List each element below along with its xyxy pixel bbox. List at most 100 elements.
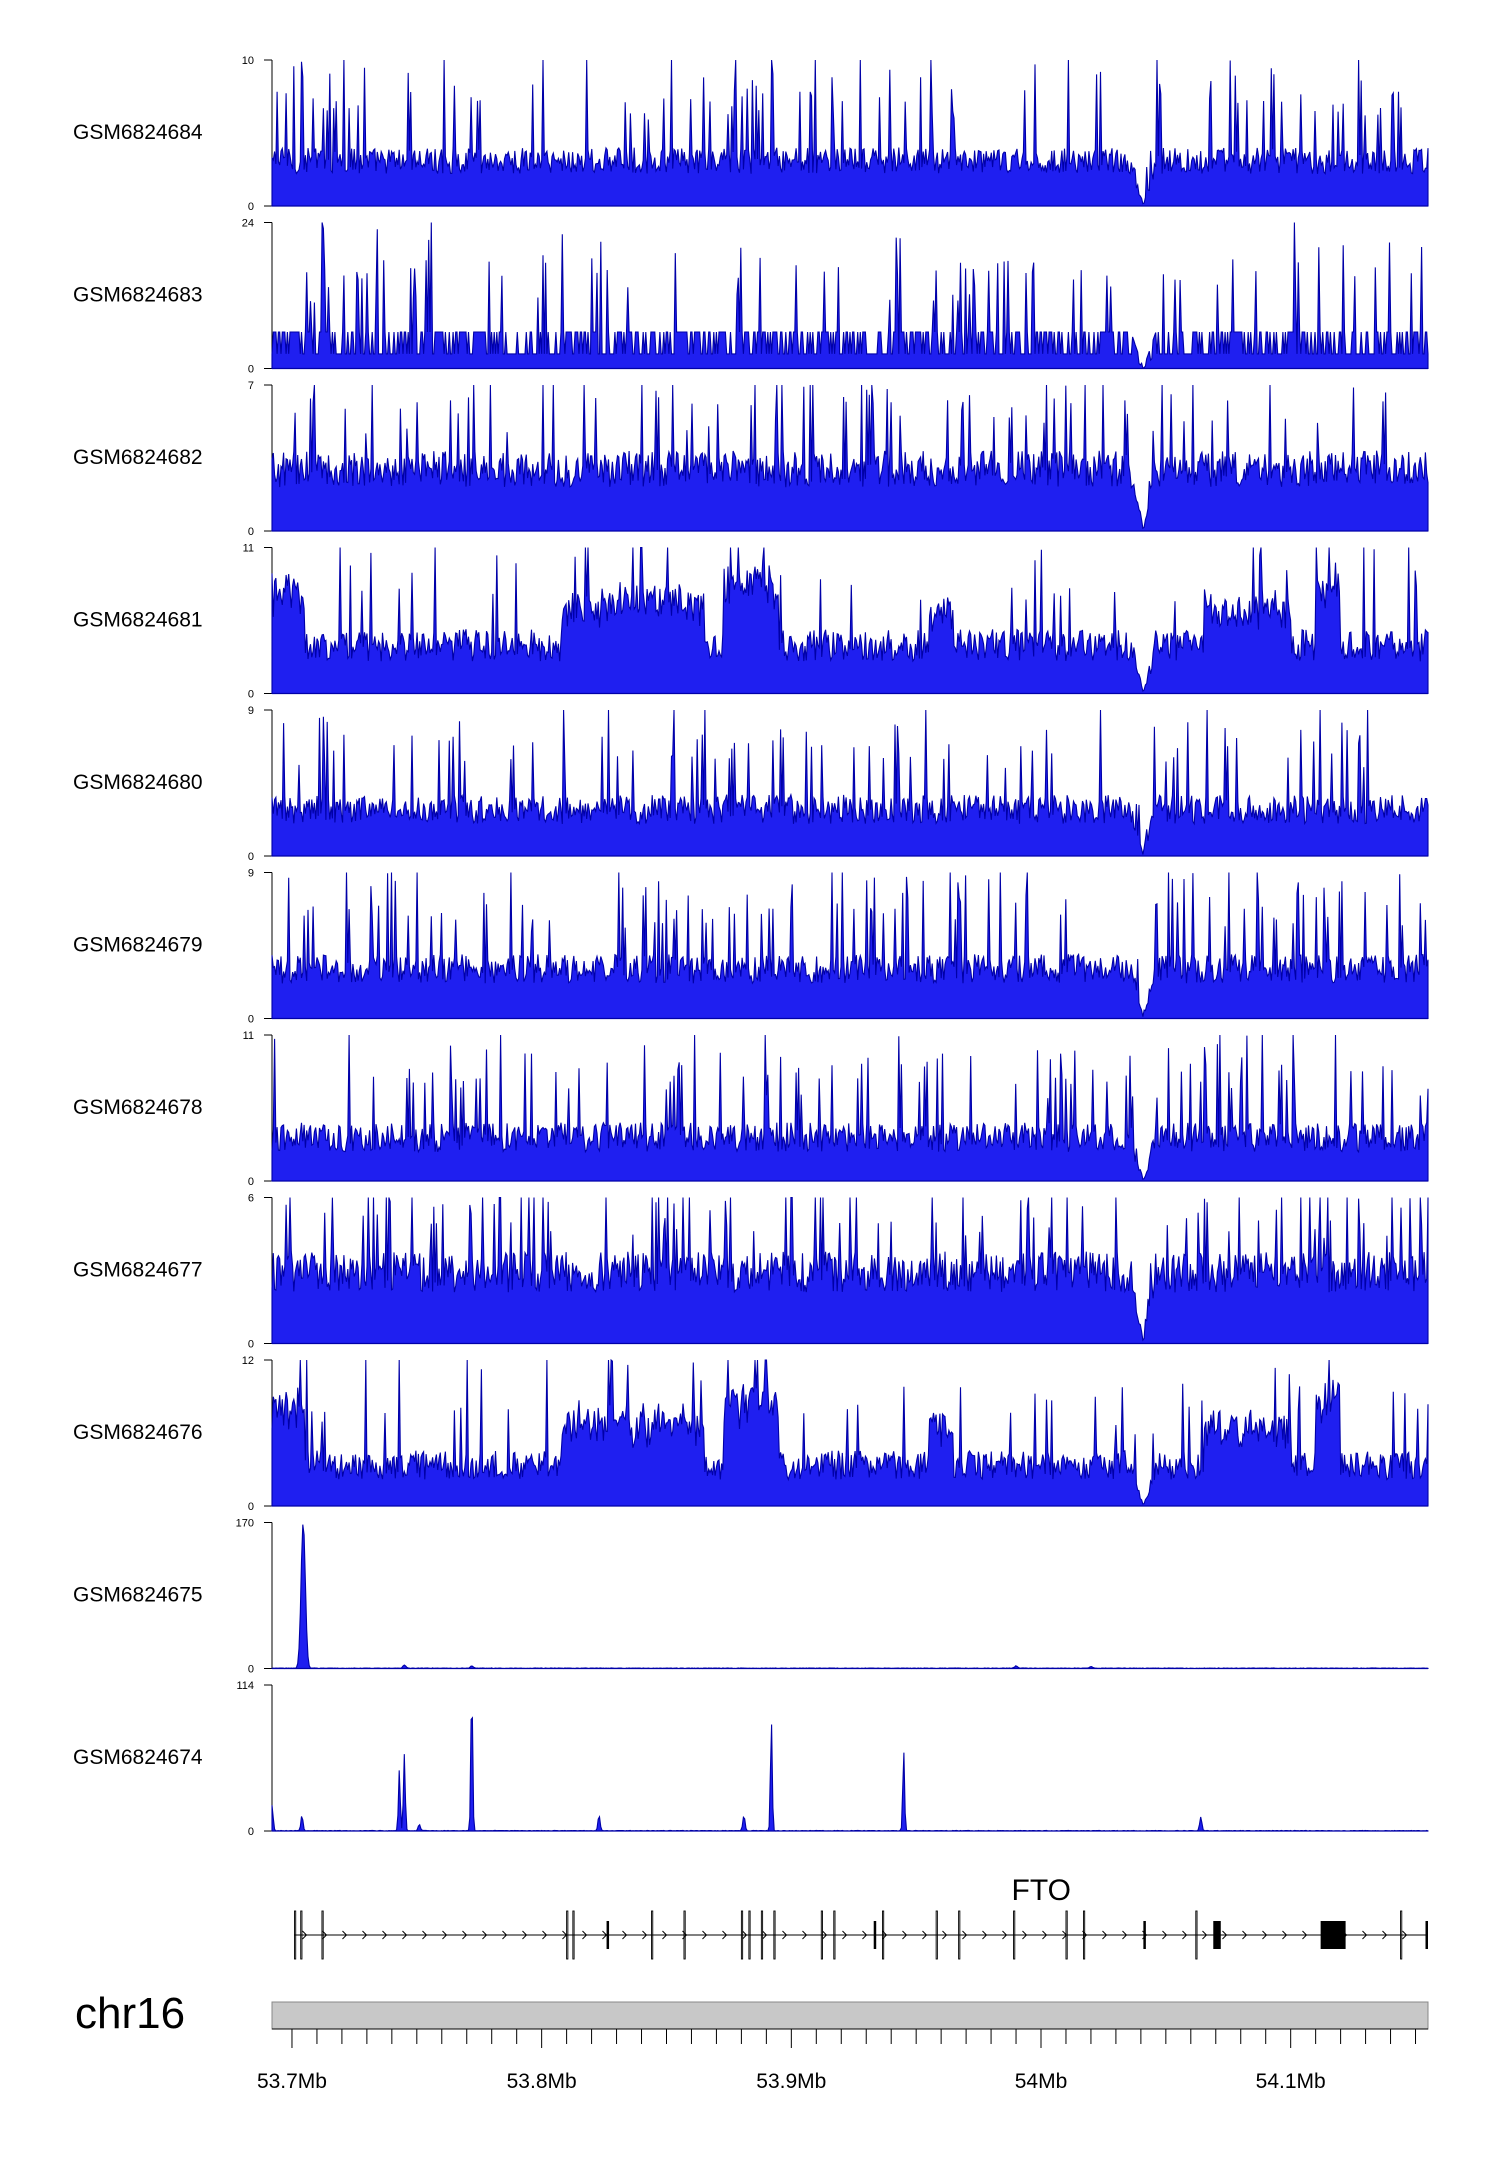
exon [773, 1910, 776, 1960]
coverage-area [271, 384, 1429, 532]
y-tick-label-max: 7 [248, 380, 254, 392]
track-label: GSM6824681 [73, 609, 203, 632]
exon [1065, 1910, 1068, 1960]
track-label: GSM6824683 [73, 284, 203, 307]
track-GSM6824676: GSM6824676 12 0 [73, 1355, 1429, 1513]
exon [572, 1910, 575, 1960]
strand-arrow [1162, 1930, 1168, 1940]
y-tick-label-min: 0 [248, 1826, 254, 1838]
strand-arrow [422, 1930, 428, 1940]
exon [1213, 1921, 1221, 1949]
strand-arrow [322, 1930, 328, 1940]
y-tick-label-max: 10 [242, 55, 254, 67]
exon [1400, 1910, 1403, 1960]
strand-arrow [962, 1930, 968, 1940]
y-tick-label-max: 9 [248, 705, 254, 717]
strand-arrow [1202, 1930, 1208, 1940]
strand-arrow [982, 1930, 988, 1940]
track-GSM6824680: GSM6824680 9 0 [73, 705, 1429, 863]
exon [760, 1910, 764, 1960]
chromosome-label: chr16 [75, 1989, 185, 2038]
coverage-area [271, 1716, 1429, 1832]
exon [820, 1910, 823, 1960]
strand-arrow [402, 1930, 408, 1940]
exon [1013, 1910, 1016, 1960]
strand-arrow [542, 1930, 548, 1940]
strand-arrow [1102, 1930, 1108, 1940]
exon [882, 1910, 885, 1960]
y-tick-label-max: 24 [242, 218, 254, 230]
track-label: GSM6824674 [73, 1746, 203, 1769]
exon [606, 1921, 610, 1949]
y-tick-label-min: 0 [248, 1664, 254, 1676]
strand-arrow [302, 1930, 308, 1940]
strand-arrow [642, 1930, 648, 1940]
track-label: GSM6824676 [73, 1421, 203, 1444]
y-tick-label-max: 170 [236, 1518, 254, 1530]
strand-arrow [582, 1930, 588, 1940]
y-tick-label-min: 0 [248, 364, 254, 376]
strand-arrow [902, 1930, 908, 1940]
exon [321, 1910, 324, 1960]
exon [1143, 1921, 1146, 1949]
strand-arrow [802, 1930, 808, 1940]
exon [958, 1910, 961, 1960]
gene-track: FTO [294, 1874, 1428, 1960]
y-tick-label-min: 0 [248, 689, 254, 701]
coverage-area [271, 1196, 1429, 1345]
y-tick-label-min: 0 [248, 1339, 254, 1351]
strand-arrow [1122, 1930, 1128, 1940]
x-tick-label: 54Mb [1015, 2070, 1068, 2093]
exon [740, 1910, 744, 1960]
y-tick-label-min: 0 [248, 526, 254, 538]
strand-arrow [462, 1930, 468, 1940]
strand-arrow [822, 1930, 828, 1940]
x-axis: 53.7Mb 53.8Mb 53.9Mb 54Mb 54.1Mb [257, 2028, 1428, 2093]
strand-arrow [1402, 1930, 1408, 1940]
y-tick-label-min: 0 [248, 1014, 254, 1026]
exon [566, 1910, 569, 1960]
coverage-area [271, 546, 1429, 695]
strand-arrow [342, 1930, 348, 1940]
strand-arrow [782, 1930, 788, 1940]
y-tick-label-max: 9 [248, 868, 254, 880]
exon [833, 1910, 836, 1960]
gene-label-fto: FTO [1012, 1874, 1071, 1907]
exon [935, 1910, 938, 1960]
strand-arrow [1262, 1930, 1268, 1940]
strand-arrow [482, 1930, 488, 1940]
y-tick-label-max: 114 [236, 1680, 254, 1692]
strand-arrow [722, 1930, 728, 1940]
exon [683, 1910, 686, 1960]
track-GSM6824681: GSM6824681 11 0 [73, 543, 1429, 701]
track-GSM6824683: GSM6824683 24 0 [73, 218, 1429, 376]
strand-arrow [1062, 1930, 1068, 1940]
coverage-area [271, 222, 1429, 370]
strand-arrow [602, 1930, 608, 1940]
strand-arrow [1242, 1930, 1248, 1940]
strand-arrow [662, 1930, 668, 1940]
strand-arrow [842, 1930, 848, 1940]
strand-arrow [1362, 1930, 1368, 1940]
exon [748, 1910, 751, 1960]
track-label: GSM6824680 [73, 771, 203, 794]
track-GSM6824677: GSM6824677 6 0 [73, 1193, 1429, 1351]
track-label: GSM6824678 [73, 1096, 203, 1119]
exon [873, 1921, 877, 1949]
x-tick-label: 53.7Mb [257, 2070, 327, 2093]
strand-arrow [1222, 1930, 1228, 1940]
x-tick-label: 54.1Mb [1256, 2070, 1326, 2093]
strand-arrow [1002, 1930, 1008, 1940]
strand-arrow [742, 1930, 748, 1940]
y-tick-label-max: 12 [242, 1355, 254, 1367]
strand-arrow [382, 1930, 388, 1940]
exon [300, 1910, 303, 1960]
track-label: GSM6824682 [73, 446, 203, 469]
exon [294, 1910, 297, 1960]
exon [1195, 1910, 1198, 1960]
strand-arrow [442, 1930, 448, 1940]
strand-arrow [1382, 1930, 1388, 1940]
strand-arrow [1022, 1930, 1028, 1940]
